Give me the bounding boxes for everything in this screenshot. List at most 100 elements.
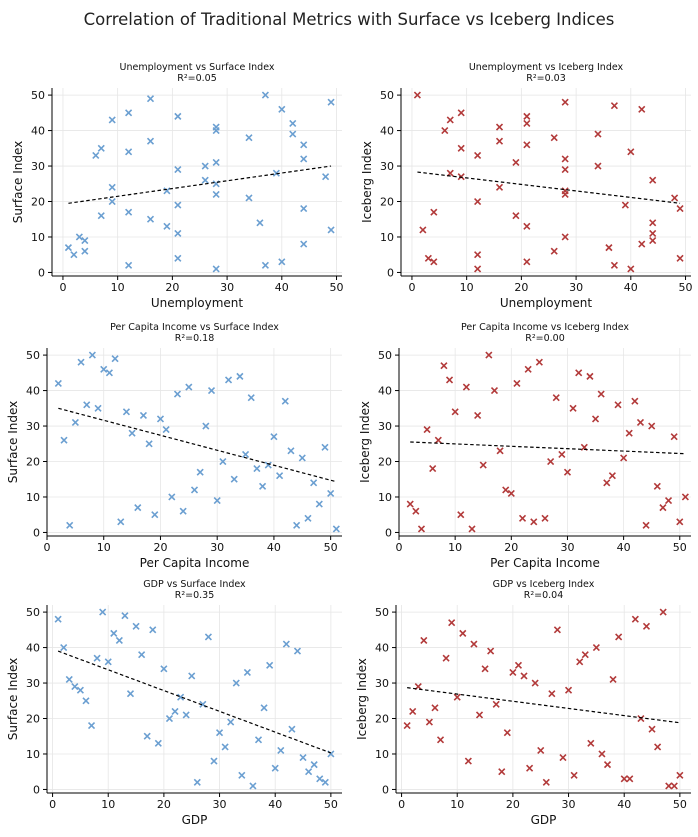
- data-point: [278, 105, 286, 113]
- data-point: [417, 525, 426, 533]
- x-tick-label: 10: [111, 281, 125, 294]
- data-point-stroke: [174, 229, 182, 237]
- y-axis-label: Surface Index: [11, 141, 25, 224]
- data-point-stroke: [288, 725, 296, 733]
- data-point: [523, 119, 531, 128]
- data-point: [631, 615, 639, 623]
- data-point-stroke: [610, 261, 618, 269]
- data-point-stroke: [247, 394, 255, 402]
- data-point: [681, 493, 689, 501]
- data-point-stroke: [603, 479, 611, 487]
- data-point: [247, 394, 255, 402]
- data-point: [321, 778, 329, 786]
- x-tick-label: 40: [267, 541, 281, 554]
- data-point-stroke: [278, 258, 286, 266]
- data-point-stroke: [243, 668, 251, 676]
- data-point: [464, 757, 472, 765]
- y-tick-label: 10: [26, 748, 40, 761]
- data-point: [485, 351, 493, 359]
- data-point-stroke: [542, 778, 550, 786]
- data-point-stroke: [300, 205, 308, 213]
- r-squared-label: R²=0.05: [177, 73, 217, 84]
- data-point-stroke: [424, 254, 432, 262]
- data-point-stroke: [298, 454, 306, 462]
- data-point: [177, 693, 185, 701]
- data-point: [293, 647, 302, 655]
- data-point: [509, 668, 517, 676]
- data-point-stroke: [97, 144, 105, 152]
- data-point: [182, 711, 190, 719]
- data-point-stroke: [210, 757, 218, 765]
- data-point-stroke: [417, 525, 426, 533]
- data-point-stroke: [479, 461, 487, 469]
- data-point-stroke: [430, 258, 438, 266]
- data-point-stroke: [300, 240, 308, 248]
- data-point: [420, 636, 428, 645]
- data-point: [300, 240, 308, 248]
- data-point: [125, 261, 133, 269]
- data-point: [174, 229, 182, 237]
- data-point-stroke: [117, 518, 125, 526]
- data-point: [520, 672, 528, 680]
- data-point: [620, 775, 628, 783]
- data-point: [282, 640, 290, 648]
- data-point-stroke: [134, 504, 142, 512]
- data-point-stroke: [409, 707, 417, 715]
- data-point: [221, 743, 229, 751]
- y-tick-label: 40: [26, 385, 40, 398]
- data-point-stroke: [558, 450, 566, 458]
- data-point-stroke: [496, 447, 504, 455]
- data-point-stroke: [587, 739, 595, 747]
- data-point-stroke: [266, 661, 274, 669]
- data-point-stroke: [201, 162, 209, 170]
- data-point: [490, 387, 499, 395]
- data-point: [92, 151, 100, 159]
- data-point-stroke: [300, 155, 308, 163]
- x-tick-label: 50: [673, 541, 687, 554]
- data-point: [649, 176, 657, 184]
- data-point-stroke: [327, 98, 335, 106]
- data-point: [201, 162, 209, 170]
- data-point: [261, 261, 269, 269]
- y-tick-label: 10: [26, 491, 40, 504]
- data-point: [648, 422, 656, 430]
- data-point: [212, 158, 220, 167]
- data-point: [676, 205, 684, 213]
- data-point: [412, 507, 420, 515]
- data-point: [54, 615, 62, 623]
- data-point: [277, 746, 285, 754]
- data-point: [523, 222, 531, 230]
- data-point-stroke: [581, 651, 589, 659]
- data-point: [104, 658, 112, 666]
- x-tick-label: 0: [396, 541, 403, 554]
- data-point-stroke: [196, 468, 204, 476]
- data-point: [676, 254, 684, 262]
- data-point-stroke: [403, 722, 411, 730]
- data-point-stroke: [638, 105, 646, 113]
- y-tick-label: 20: [26, 456, 40, 469]
- data-point: [648, 725, 656, 733]
- data-point-stroke: [146, 95, 155, 103]
- data-point-stroke: [260, 704, 268, 712]
- data-point-stroke: [277, 746, 285, 754]
- data-point: [621, 201, 629, 209]
- data-point-stroke: [125, 261, 133, 269]
- data-point-stroke: [227, 718, 235, 726]
- data-point-stroke: [300, 141, 308, 149]
- data-point: [625, 429, 633, 437]
- data-point: [293, 521, 301, 529]
- data-point: [561, 166, 569, 174]
- data-point: [457, 511, 465, 519]
- data-point-stroke: [531, 679, 539, 687]
- x-tick-label: 50: [673, 798, 687, 811]
- data-point-stroke: [115, 636, 123, 645]
- data-point-stroke: [151, 511, 159, 519]
- data-point-stroke: [649, 176, 657, 184]
- data-point-stroke: [512, 212, 520, 220]
- data-point: [513, 379, 521, 388]
- y-tick-label: 20: [31, 196, 45, 209]
- data-point: [537, 746, 545, 754]
- data-point-stroke: [94, 404, 102, 412]
- data-point-stroke: [71, 683, 79, 691]
- data-point-stroke: [605, 244, 613, 252]
